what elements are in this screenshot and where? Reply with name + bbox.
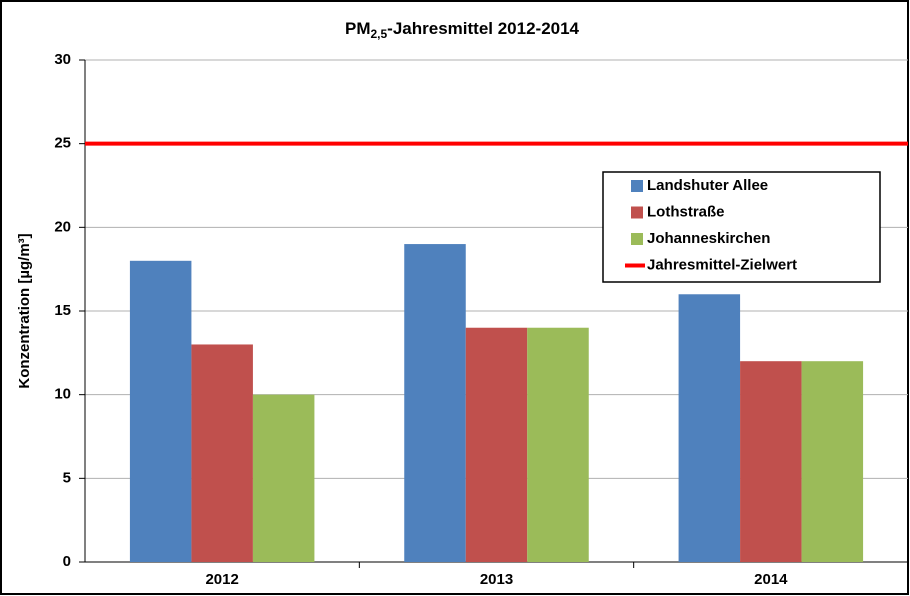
legend-label: Johanneskirchen bbox=[647, 230, 770, 247]
title-subscript: 2,5 bbox=[370, 27, 387, 41]
legend-swatch bbox=[631, 180, 643, 192]
bar bbox=[191, 344, 253, 562]
bar bbox=[404, 244, 466, 563]
bar bbox=[527, 327, 589, 562]
y-tick-label: 0 bbox=[63, 553, 71, 570]
chart-title: PM2,5-Jahresmittel 2012-2014 bbox=[345, 19, 580, 41]
bar bbox=[465, 327, 528, 562]
bar bbox=[740, 361, 802, 562]
title-part: -Jahresmittel 2012-2014 bbox=[387, 19, 579, 38]
y-tick-label: 15 bbox=[54, 302, 71, 319]
y-axis-label: Konzentration [µg/m³] bbox=[16, 233, 33, 388]
bar bbox=[129, 260, 192, 562]
legend-box bbox=[602, 171, 881, 283]
y-tick-label: 25 bbox=[54, 135, 71, 152]
bar bbox=[678, 294, 741, 562]
y-tick-label: 10 bbox=[54, 386, 71, 403]
legend-label: Jahresmittel-Zielwert bbox=[647, 256, 797, 273]
legend-label: Lothstraße bbox=[647, 203, 725, 220]
bar bbox=[801, 361, 864, 562]
y-tick-label: 20 bbox=[54, 218, 71, 235]
title-part: PM bbox=[345, 19, 371, 38]
legend-label: Landshuter Allee bbox=[647, 177, 768, 194]
y-tick-label: 5 bbox=[63, 469, 71, 486]
legend-swatch bbox=[631, 233, 643, 245]
x-tick-label: 2014 bbox=[754, 571, 788, 588]
legend-swatch bbox=[631, 206, 643, 219]
x-tick-label: 2013 bbox=[480, 571, 513, 588]
y-tick-label: 30 bbox=[54, 51, 71, 68]
bar bbox=[252, 394, 315, 562]
x-tick-label: 2012 bbox=[205, 571, 238, 588]
